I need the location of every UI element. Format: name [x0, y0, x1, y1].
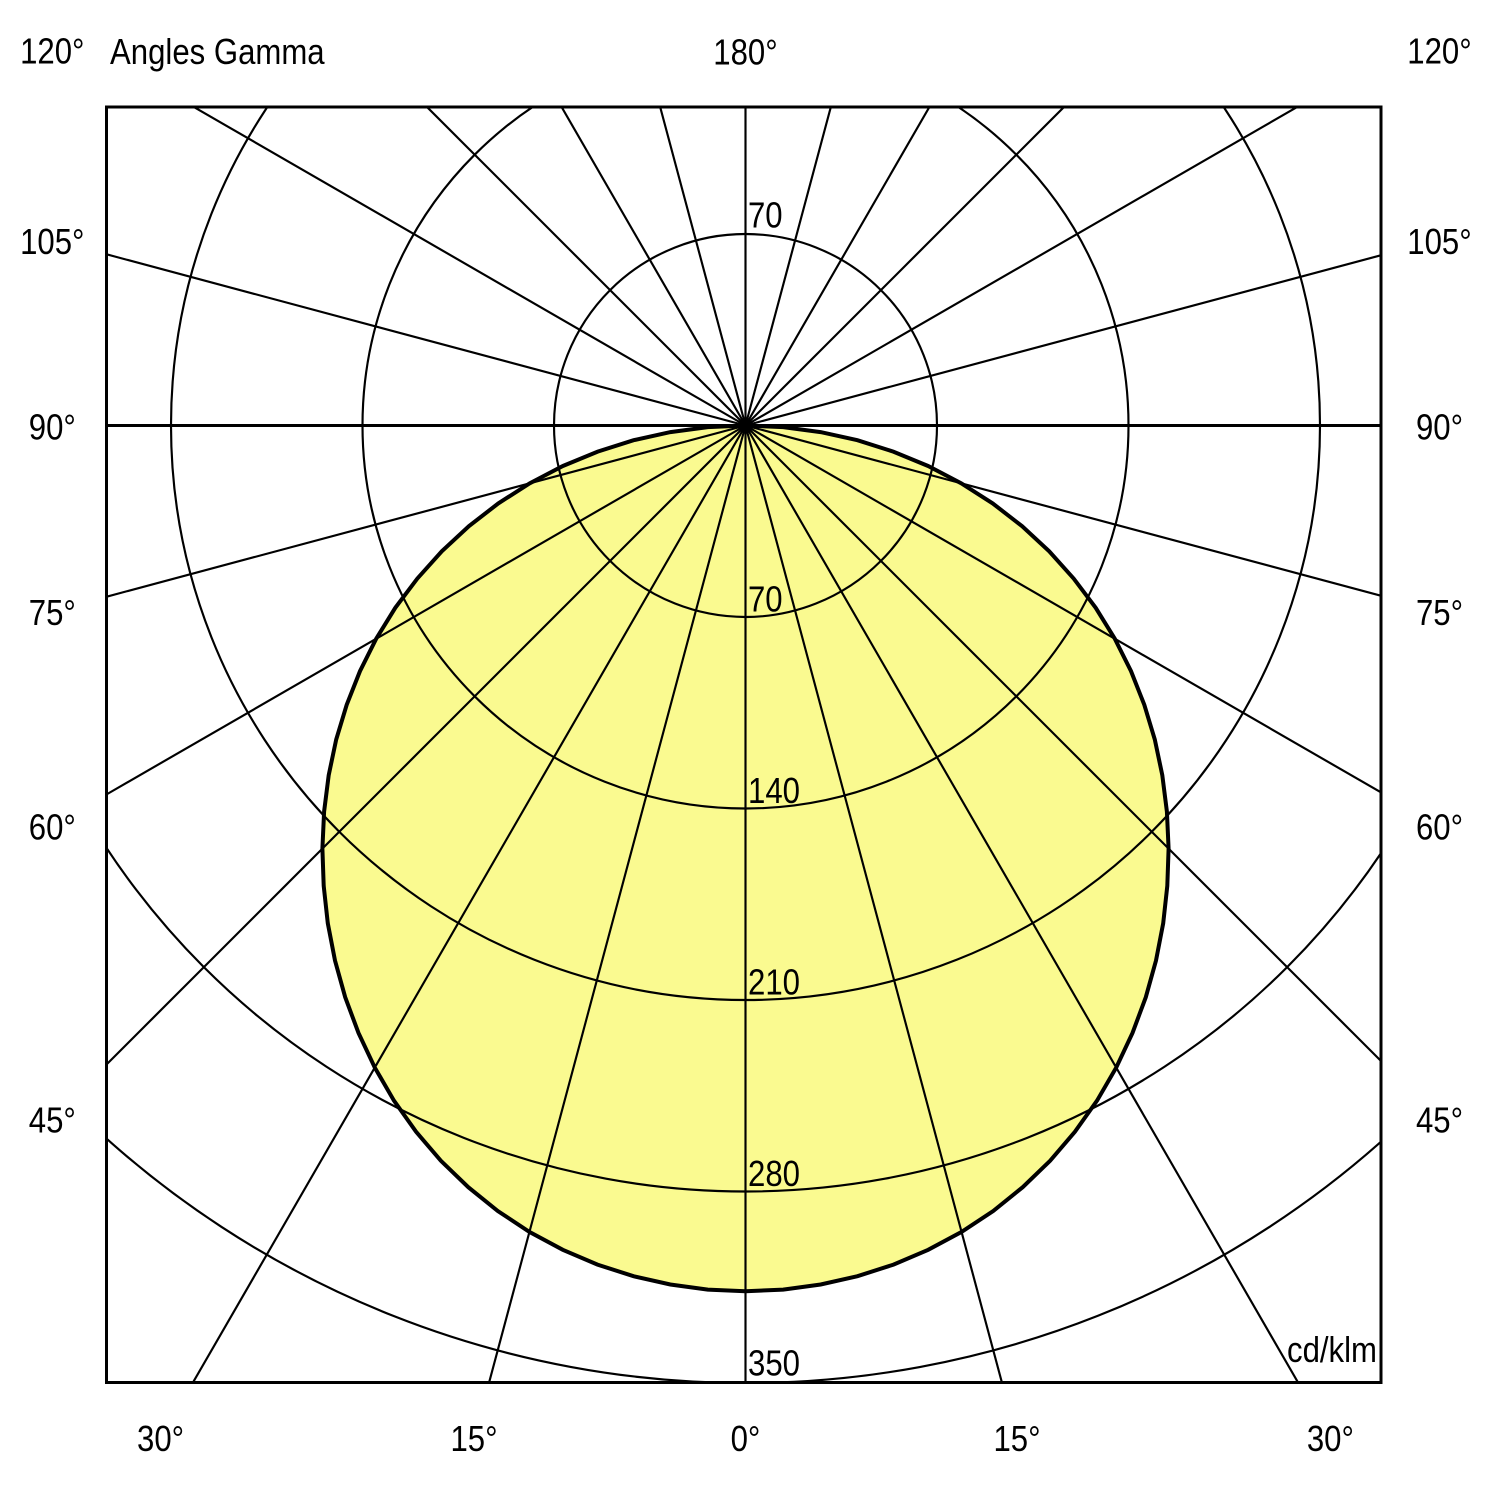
svg-text:15°: 15°	[450, 1418, 497, 1459]
svg-text:180°: 180°	[713, 31, 777, 72]
svg-text:15°: 15°	[993, 1418, 1040, 1459]
svg-text:cd/klm: cd/klm	[1287, 1329, 1377, 1370]
svg-text:70: 70	[748, 579, 783, 620]
svg-text:140: 140	[748, 770, 800, 811]
svg-text:105°: 105°	[20, 221, 84, 262]
svg-text:120°: 120°	[1407, 30, 1471, 71]
svg-text:60°: 60°	[29, 807, 76, 848]
svg-text:105°: 105°	[1407, 221, 1471, 262]
svg-text:70: 70	[748, 195, 783, 236]
svg-text:210: 210	[748, 962, 800, 1003]
svg-text:280: 280	[748, 1153, 800, 1194]
svg-text:350: 350	[748, 1343, 800, 1384]
svg-text:30°: 30°	[137, 1418, 184, 1459]
svg-text:0°: 0°	[731, 1418, 761, 1459]
svg-text:Angles Gamma: Angles Gamma	[110, 31, 325, 72]
svg-text:30°: 30°	[1307, 1418, 1354, 1459]
svg-text:120°: 120°	[20, 30, 84, 71]
svg-text:45°: 45°	[29, 1100, 76, 1141]
svg-text:90°: 90°	[1416, 407, 1463, 448]
svg-text:60°: 60°	[1416, 807, 1463, 848]
svg-text:75°: 75°	[1416, 592, 1463, 633]
svg-text:75°: 75°	[29, 592, 76, 633]
svg-text:90°: 90°	[29, 407, 76, 448]
svg-text:45°: 45°	[1416, 1100, 1463, 1141]
